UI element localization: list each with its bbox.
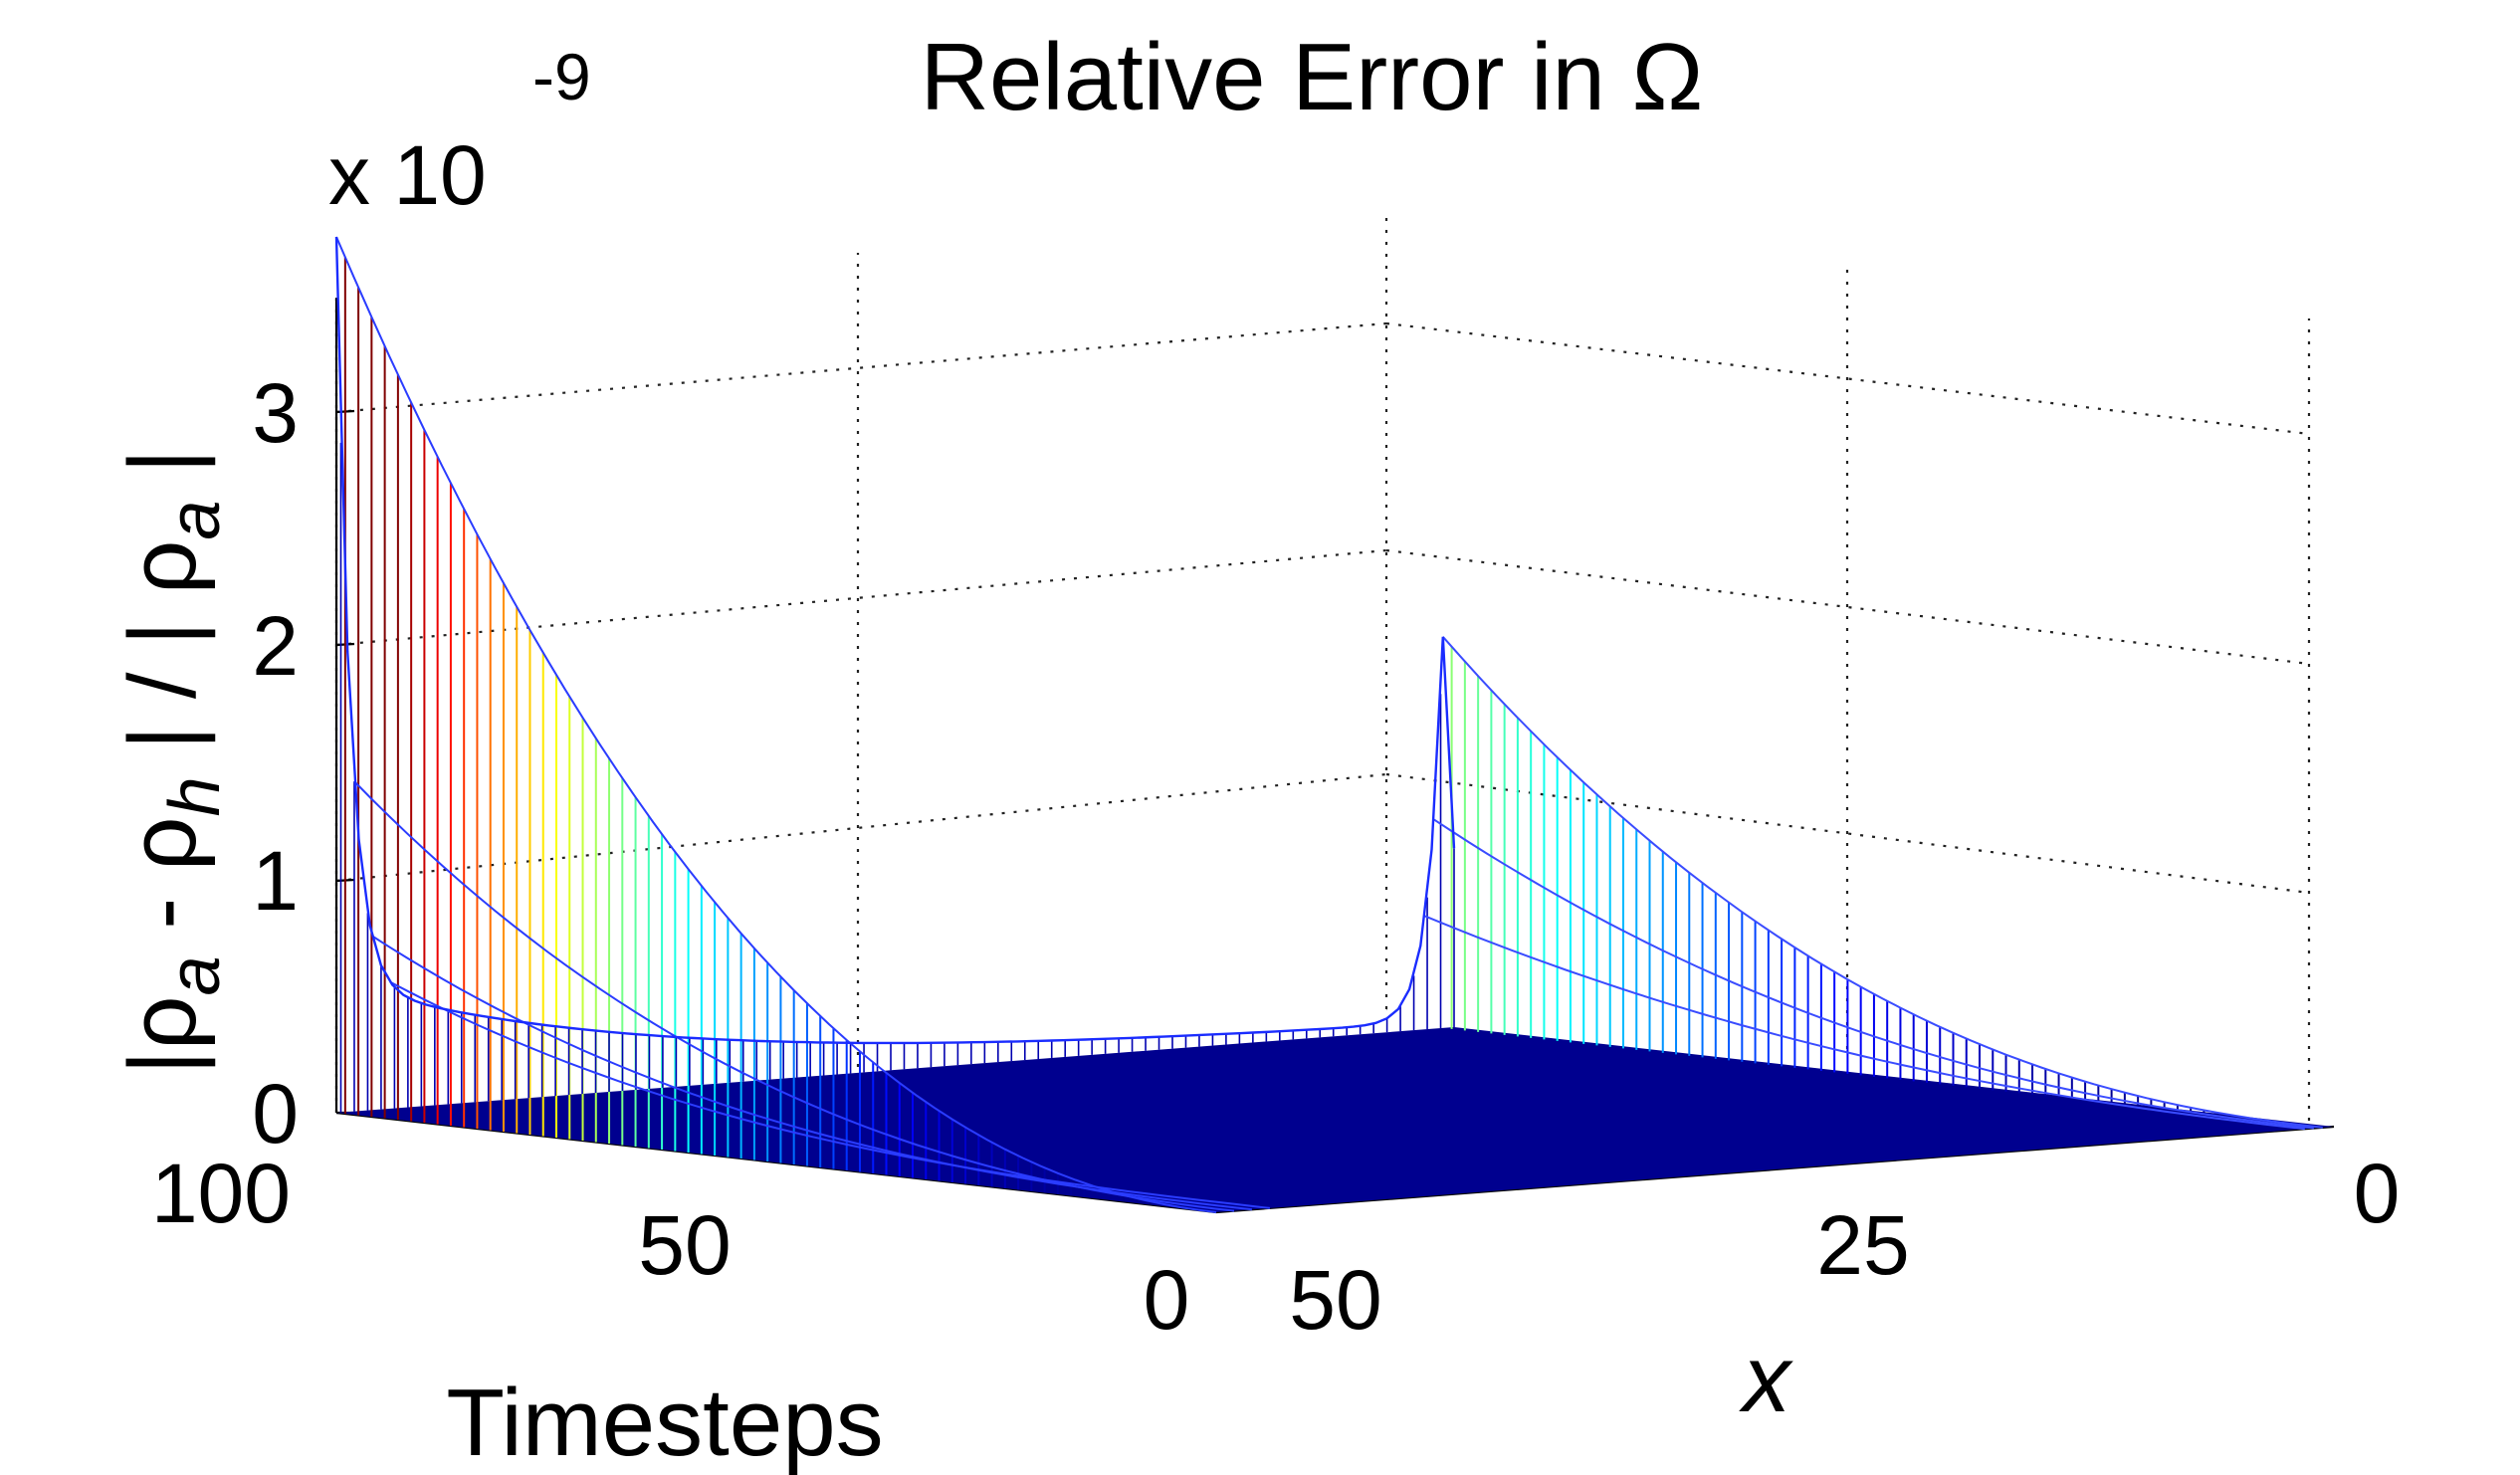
- z-tick-2: 2: [252, 599, 299, 693]
- x-axis-label: x: [1739, 1326, 1793, 1432]
- z-tick-3: 3: [252, 366, 299, 460]
- mesh-profile-curve: [1424, 915, 2305, 1131]
- t-tick-100: 100: [151, 1147, 291, 1240]
- mesh-profile-curve: [1433, 818, 2314, 1130]
- x-tick-50: 50: [1289, 1253, 1381, 1347]
- z-label-open: |ρ: [109, 995, 216, 1075]
- title-symbol: Ω: [1632, 24, 1704, 130]
- z-tick-1: 1: [252, 834, 299, 928]
- exponent-label: x 10 -9: [328, 40, 591, 222]
- mesh-profile-curve: [371, 935, 1253, 1211]
- z-label-mid: | / | ρ: [109, 540, 216, 777]
- z-label-sub-a: a: [155, 955, 235, 995]
- surface-floor-fill: [336, 1027, 2334, 1212]
- timesteps-label: Timesteps: [446, 1370, 883, 1475]
- mesh-profile-curve: [389, 980, 1271, 1209]
- z-tick-labels: 0 1 2 3: [252, 366, 299, 1160]
- z-label-sub-h: h: [155, 776, 235, 816]
- title-text: Relative Error in: [921, 24, 1632, 130]
- x-tick-0: 0: [2354, 1147, 2401, 1240]
- z-label-sub-a2: a: [155, 501, 235, 540]
- z-label-minus: - ρ: [109, 816, 216, 955]
- t-tick-50: 50: [638, 1198, 731, 1292]
- t-tick-0: 0: [1144, 1253, 1190, 1347]
- z-label-close: |: [109, 449, 216, 501]
- x-tick-25: 25: [1816, 1198, 1909, 1292]
- mesh-profile-curve: [335, 236, 1217, 1213]
- grid-lines: [334, 209, 2311, 1121]
- z-tick-0: 0: [252, 1067, 299, 1160]
- x-tick-labels: 50 25 0: [1289, 1147, 2400, 1347]
- surface-floor: [336, 1027, 2334, 1212]
- mesh-profile-curve: [1442, 636, 2323, 1129]
- chart-title: Relative Error in Ω: [921, 24, 1704, 130]
- exponent-base: x 10: [328, 128, 487, 222]
- mesh-ridge-curve: [334, 236, 1456, 1045]
- t-tick-labels: 100 50 0: [151, 1147, 1190, 1347]
- exponent-power: -9: [532, 40, 591, 113]
- z-axis-label: |ρa - ρh | / | ρa |: [109, 449, 235, 1075]
- surface-mesh-lines: [334, 236, 2323, 1213]
